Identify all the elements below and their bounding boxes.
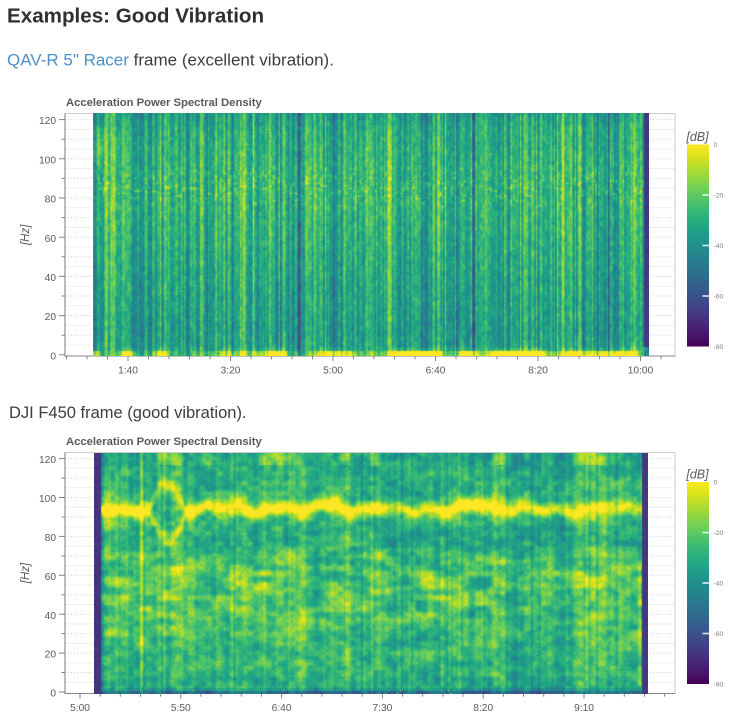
svg-text:20: 20 <box>45 650 57 661</box>
svg-text:-20: -20 <box>714 530 724 537</box>
svg-text:-40: -40 <box>714 581 724 588</box>
svg-text:8:20: 8:20 <box>528 365 548 376</box>
svg-text:[Hz]: [Hz] <box>20 562 32 584</box>
svg-text:9:10: 9:10 <box>574 703 594 714</box>
svg-text:DJI F450 frame (good vibration: DJI F450 frame (good vibration). <box>9 404 247 422</box>
svg-text:100: 100 <box>39 155 56 166</box>
svg-text:[dB]: [dB] <box>685 130 709 144</box>
svg-text:10:00: 10:00 <box>628 365 654 376</box>
svg-text:[Hz]: [Hz] <box>20 224 32 246</box>
svg-text:40: 40 <box>45 611 57 622</box>
svg-text:5:00: 5:00 <box>70 703 90 714</box>
svg-text:[dB]: [dB] <box>685 468 709 482</box>
svg-text:Examples: Good Vibration: Examples: Good Vibration <box>7 4 264 27</box>
svg-text:-60: -60 <box>714 293 724 300</box>
svg-text:60: 60 <box>45 572 57 583</box>
svg-text:6:40: 6:40 <box>426 365 446 376</box>
svg-text:0: 0 <box>714 142 718 149</box>
svg-text:60: 60 <box>45 234 57 245</box>
svg-text:-80: -80 <box>714 344 724 351</box>
svg-text:-40: -40 <box>714 243 724 250</box>
svg-text:5:50: 5:50 <box>171 703 191 714</box>
svg-text:Acceleration Power Spectral De: Acceleration Power Spectral Density <box>66 436 262 448</box>
svg-text:120: 120 <box>39 455 56 466</box>
svg-text:5:00: 5:00 <box>323 365 343 376</box>
svg-text:6:40: 6:40 <box>272 703 292 714</box>
svg-text:100: 100 <box>39 494 56 505</box>
svg-text:0: 0 <box>714 479 718 486</box>
svg-text:1:40: 1:40 <box>118 365 138 376</box>
svg-text:QAV-R 5" Racer frame (excellen: QAV-R 5" Racer frame (excellent vibratio… <box>7 50 334 69</box>
svg-text:-20: -20 <box>714 192 724 199</box>
svg-text:3:20: 3:20 <box>221 365 241 376</box>
svg-text:Acceleration Power Spectral De: Acceleration Power Spectral Density <box>66 97 262 109</box>
svg-text:80: 80 <box>45 533 57 544</box>
svg-text:7:30: 7:30 <box>372 703 392 714</box>
svg-text:120: 120 <box>39 116 56 127</box>
svg-text:0: 0 <box>50 351 56 362</box>
svg-text:0: 0 <box>50 689 56 700</box>
svg-text:80: 80 <box>45 195 57 206</box>
svg-text:20: 20 <box>45 312 57 323</box>
svg-text:-80: -80 <box>714 682 724 689</box>
svg-text:-60: -60 <box>714 631 724 638</box>
svg-text:40: 40 <box>45 273 57 284</box>
svg-text:8:20: 8:20 <box>473 703 493 714</box>
